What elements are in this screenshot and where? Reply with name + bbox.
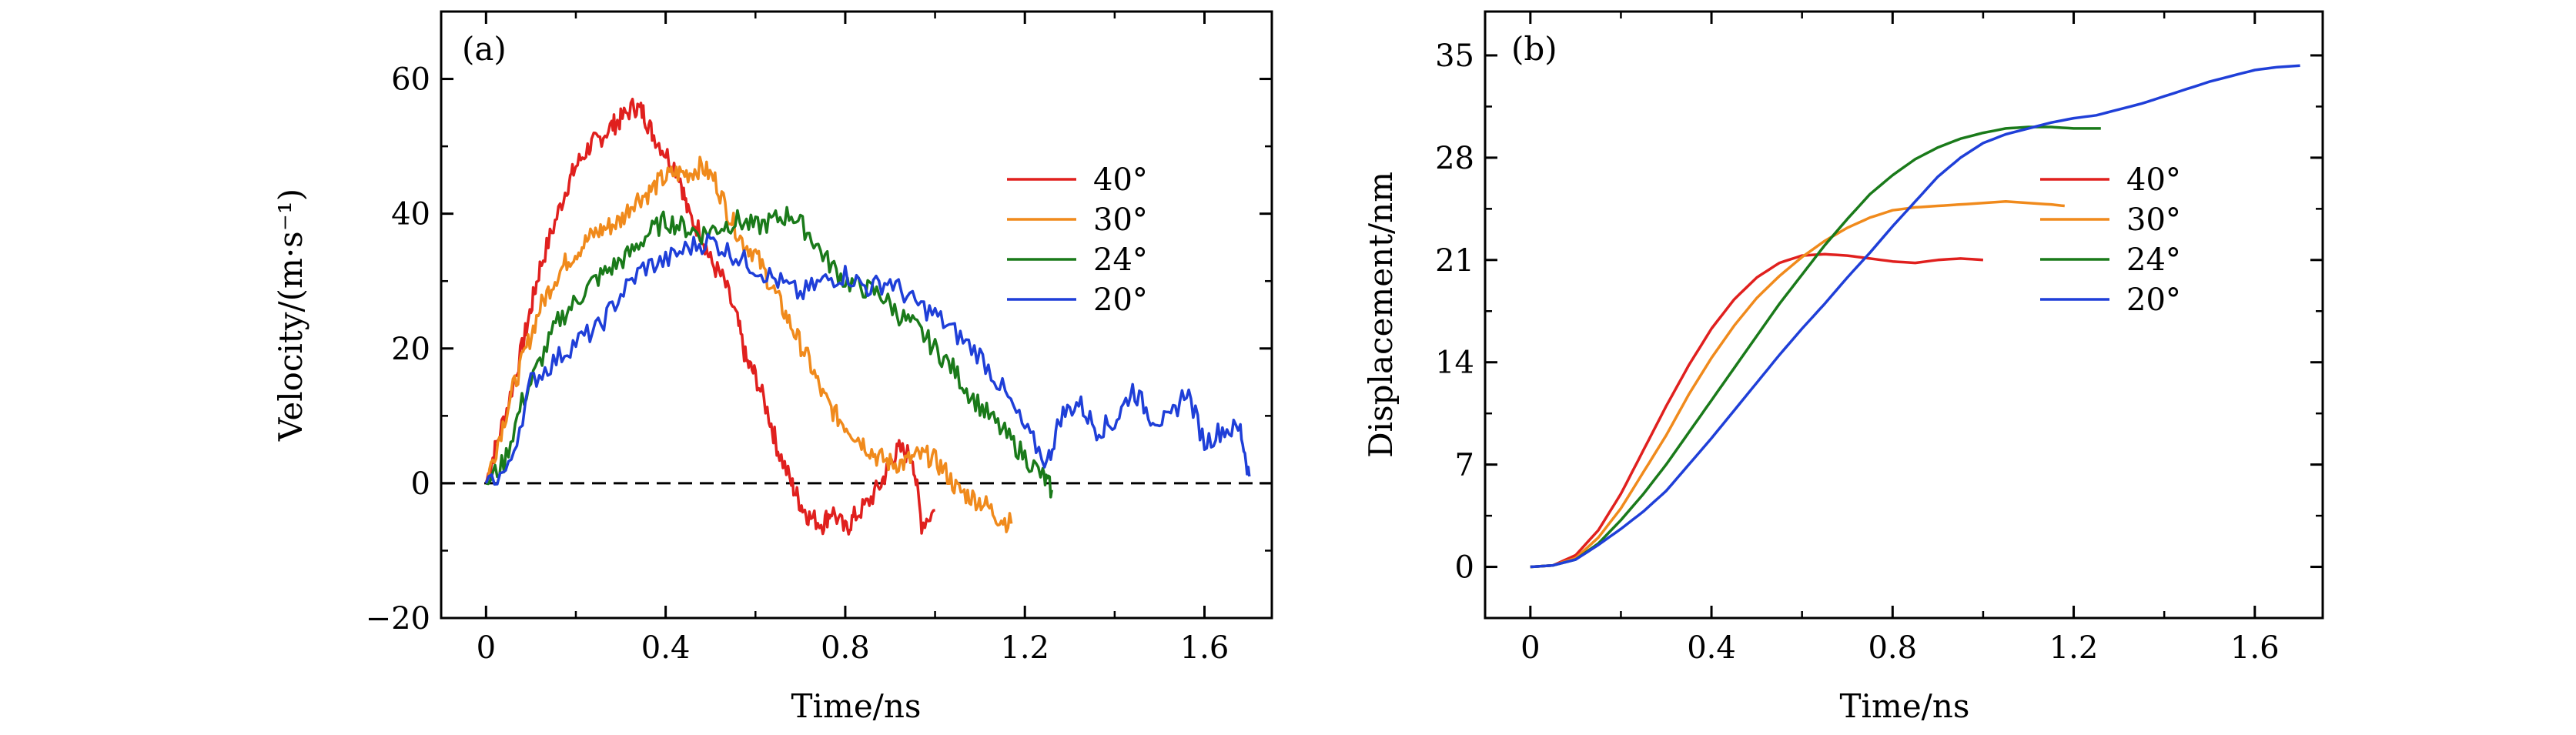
panel-b: 0 0.4 0.8 1.2 1.6 0 7 14 21 28 35 (b) Time/ns Disp… bbox=[1362, 10, 2324, 725]
b-series-line-2 bbox=[1530, 125, 2101, 569]
b-legend-label-2: 24° bbox=[2126, 242, 2181, 278]
b-xtick-label: 0.4 bbox=[1687, 630, 1736, 666]
panel-a-legend: 40° 30° 24° 20° bbox=[1007, 162, 1148, 318]
a-xtick-label: 0 bbox=[477, 630, 496, 666]
b-ytick-label: 28 bbox=[1435, 141, 1474, 176]
panel-b-ticks: 0 0.4 0.8 1.2 1.6 0 7 14 21 28 35 bbox=[1435, 12, 2323, 666]
panel-a: 0 0.4 0.8 1.2 1.6 −20 0 20 40 60 (a) Time/ns Velo… bbox=[272, 10, 1273, 725]
b-ytick-label: 0 bbox=[1455, 550, 1474, 586]
a-legend-label-3: 20° bbox=[1093, 282, 1148, 318]
a-xtick-label: 1.2 bbox=[1000, 630, 1049, 666]
b-ytick-label: 7 bbox=[1455, 448, 1474, 483]
b-series-line-0 bbox=[1530, 252, 1984, 569]
panel-b-label: (b) bbox=[1511, 30, 1557, 68]
b-xtick-label: 1.6 bbox=[2230, 630, 2280, 666]
a-xtick-label: 0.4 bbox=[641, 630, 691, 666]
a-ytick-label: 60 bbox=[391, 62, 430, 98]
panel-a-ylabel: Velocity/(m·s⁻¹) bbox=[272, 189, 309, 442]
b-legend-label-0: 40° bbox=[2126, 162, 2181, 198]
panel-b-plot-area: 0 0.4 0.8 1.2 1.6 0 7 14 21 28 35 bbox=[1435, 10, 2324, 666]
panel-b-series bbox=[1530, 64, 2300, 569]
b-legend-label-1: 30° bbox=[2126, 202, 2181, 238]
panel-b-xlabel: Time/ns bbox=[1840, 687, 1970, 725]
a-legend-label-0: 40° bbox=[1093, 162, 1148, 198]
b-xtick-label: 1.2 bbox=[2049, 630, 2099, 666]
panel-b-ylabel: Displacement/nm bbox=[1362, 172, 1400, 458]
b-legend-label-3: 20° bbox=[2126, 282, 2181, 318]
b-ytick-label: 21 bbox=[1435, 243, 1474, 279]
b-series-line-3 bbox=[1530, 64, 2300, 569]
panel-a-ticks: 0 0.4 0.8 1.2 1.6 −20 0 20 40 60 bbox=[366, 10, 1272, 666]
panel-a-series bbox=[484, 97, 1251, 536]
a-series-line-1 bbox=[486, 155, 1013, 533]
b-ytick-label: 35 bbox=[1435, 38, 1474, 74]
panel-b-legend: 40° 30° 24° 20° bbox=[2040, 162, 2181, 318]
a-ytick-label: −20 bbox=[366, 601, 430, 636]
panel-b-frame bbox=[1484, 10, 2324, 620]
a-xtick-label: 1.6 bbox=[1180, 630, 1229, 666]
b-series-line-1 bbox=[1530, 200, 2065, 569]
a-series-line-2 bbox=[485, 205, 1053, 499]
b-xtick-label: 0 bbox=[1521, 630, 1540, 666]
a-ytick-label: 40 bbox=[391, 197, 430, 232]
a-xtick-label: 0.8 bbox=[821, 630, 870, 666]
a-ytick-label: 0 bbox=[411, 466, 430, 502]
a-legend-label-1: 30° bbox=[1093, 202, 1148, 238]
panel-a-label: (a) bbox=[462, 30, 507, 68]
a-series-line-3 bbox=[484, 232, 1251, 486]
panel-a-frame bbox=[440, 10, 1273, 620]
b-xtick-label: 0.8 bbox=[1868, 630, 1917, 666]
panel-a-plot-area: 0 0.4 0.8 1.2 1.6 −20 0 20 40 60 bbox=[366, 10, 1273, 666]
a-ytick-label: 20 bbox=[391, 332, 430, 367]
b-ytick-label: 14 bbox=[1435, 346, 1474, 381]
a-legend-label-2: 24° bbox=[1093, 242, 1148, 278]
a-series-line-0 bbox=[484, 97, 935, 536]
panel-a-xlabel: Time/ns bbox=[791, 687, 922, 725]
